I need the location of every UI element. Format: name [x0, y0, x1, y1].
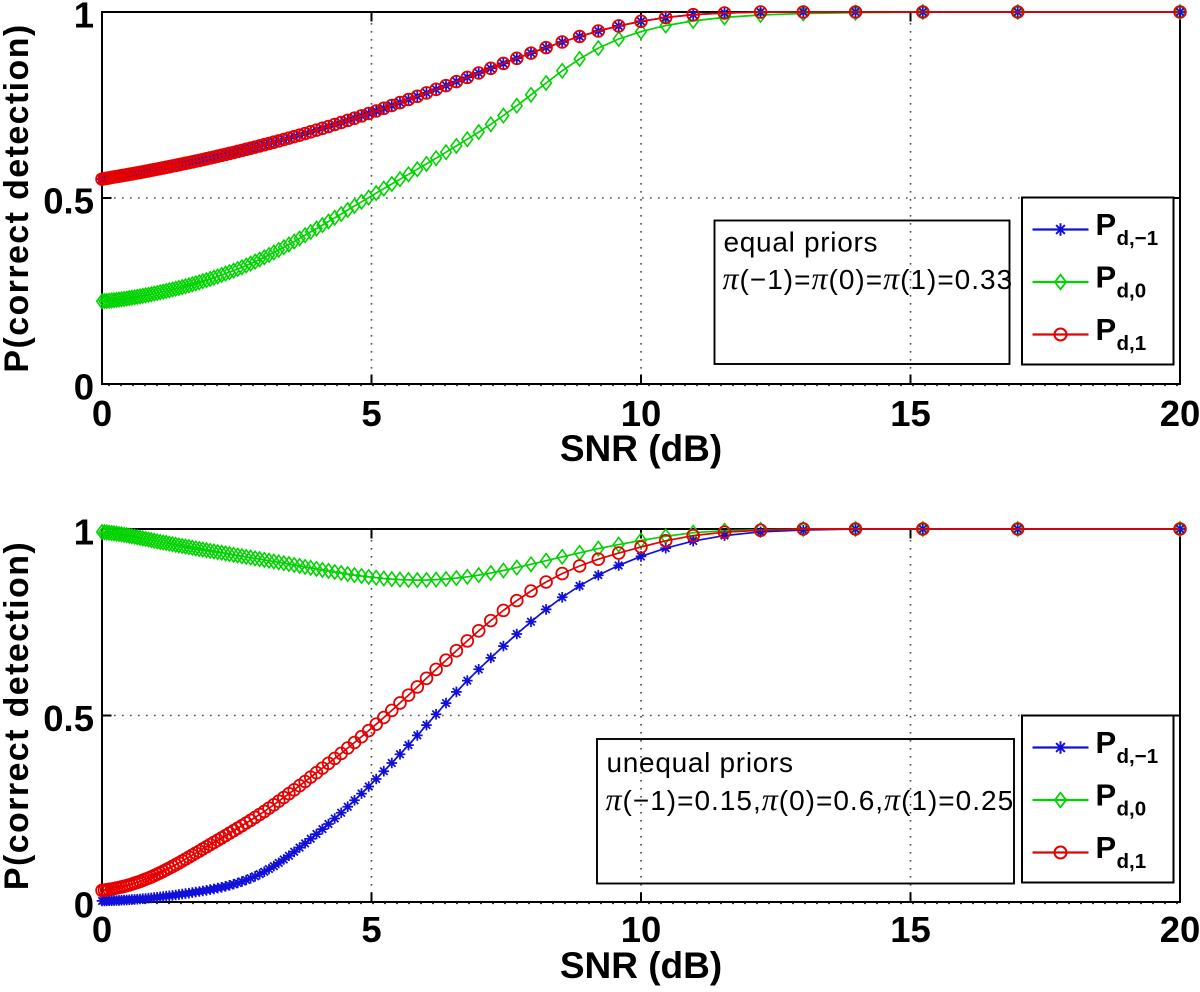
svg-text:15: 15	[890, 909, 931, 950]
svg-text:π(−1)=0.15,π(0)=0.6,π(1)=0.25: π(−1)=0.15,π(0)=0.6,π(1)=0.25	[606, 781, 1015, 817]
svg-text:d,−1: d,−1	[1117, 745, 1159, 768]
svg-text:P: P	[1096, 830, 1117, 865]
svg-text:SNR (dB): SNR (dB)	[560, 428, 722, 469]
svg-text:equal priors: equal priors	[724, 227, 879, 258]
svg-text:0: 0	[92, 909, 112, 950]
svg-text:15: 15	[890, 393, 931, 434]
svg-text:0.5: 0.5	[43, 698, 94, 739]
svg-text:d,0: d,0	[1117, 280, 1147, 303]
svg-text:π(−1)=π(0)=π(1)=0.33: π(−1)=π(0)=π(1)=0.33	[723, 260, 1014, 296]
svg-text:P(correct detection): P(correct detection)	[0, 23, 36, 372]
svg-text:10: 10	[621, 393, 662, 434]
svg-text:0: 0	[92, 393, 112, 434]
svg-text:unequal priors: unequal priors	[607, 747, 794, 778]
svg-text:d,0: d,0	[1117, 798, 1147, 821]
svg-text:1: 1	[74, 511, 94, 552]
svg-text:10: 10	[621, 909, 662, 950]
svg-text:5: 5	[361, 909, 381, 950]
svg-text:P: P	[1096, 778, 1117, 813]
svg-text:d,1: d,1	[1117, 332, 1147, 355]
svg-text:P: P	[1096, 312, 1117, 347]
svg-text:d,1: d,1	[1117, 850, 1147, 873]
svg-text:1: 1	[74, 0, 94, 35]
svg-text:P: P	[1096, 207, 1117, 242]
svg-text:P: P	[1096, 260, 1117, 295]
svg-text:P(correct detection): P(correct detection)	[0, 541, 36, 890]
svg-text:5: 5	[361, 393, 381, 434]
svg-text:0: 0	[74, 366, 94, 407]
svg-text:20: 20	[1160, 909, 1200, 950]
svg-text:0.5: 0.5	[43, 180, 94, 221]
svg-text:SNR (dB): SNR (dB)	[560, 945, 722, 986]
svg-text:P: P	[1096, 725, 1117, 760]
svg-text:20: 20	[1160, 393, 1200, 434]
svg-text:0: 0	[74, 884, 94, 925]
svg-text:d,−1: d,−1	[1117, 227, 1159, 250]
